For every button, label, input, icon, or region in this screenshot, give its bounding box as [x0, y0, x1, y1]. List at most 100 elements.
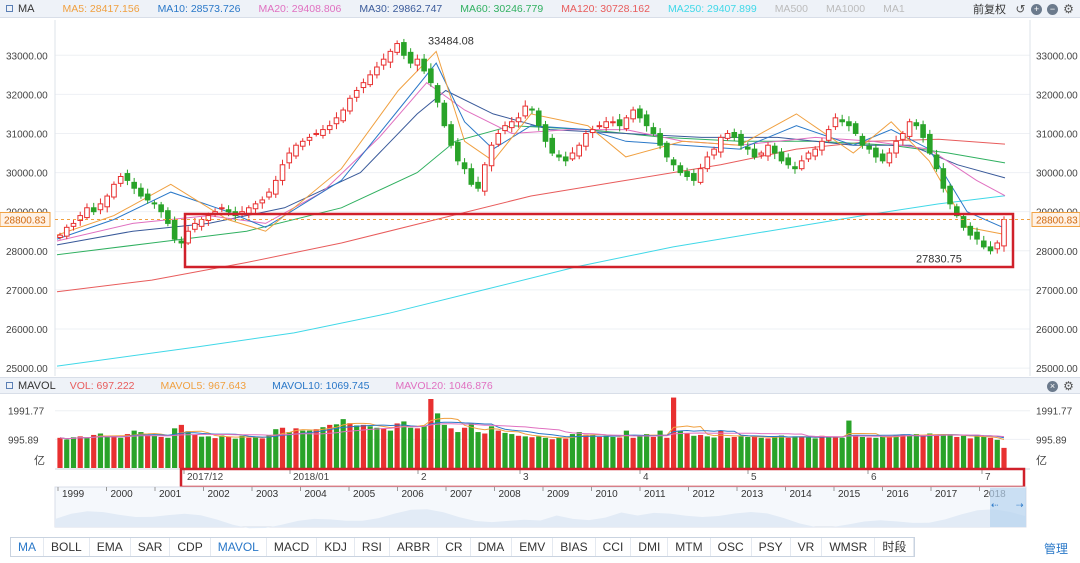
candle-body: [906, 121, 913, 137]
candle-body: [967, 225, 974, 236]
volume-bar: [185, 431, 191, 468]
candle-body: [360, 82, 367, 89]
manage-link[interactable]: 管理: [1043, 542, 1068, 556]
candle-body: [111, 183, 117, 198]
candle-body: [798, 160, 805, 170]
price-indicator-name[interactable]: MA: [18, 2, 35, 15]
volume-bar: [873, 437, 879, 468]
settings-icon[interactable]: ⚙: [1063, 1, 1074, 16]
candle-body: [879, 153, 886, 162]
tab-2[interactable]: EMA: [89, 538, 131, 556]
zoom-out-icon[interactable]: −: [1047, 3, 1058, 15]
candle-body: [704, 156, 711, 170]
tab-13[interactable]: BIAS: [553, 538, 596, 556]
kline-chart[interactable]: 33000.00 33000.00 32000.00 32000.00 31000.00…: [0, 0, 1080, 537]
volume-bar: [569, 434, 576, 468]
adjust-mode-label[interactable]: 前复权: [973, 4, 1006, 16]
volume-bar: [394, 423, 400, 468]
candle-body: [293, 144, 299, 157]
volume-bar: [617, 437, 623, 468]
volume-bar: [286, 432, 292, 468]
candle-body: [158, 204, 164, 213]
candle-body: [192, 222, 198, 230]
volume-bar: [805, 437, 812, 468]
volume-bar: [576, 432, 582, 468]
candle-body: [306, 136, 313, 141]
mavol-legend-value-1: MAVOL5: 967.643: [160, 379, 247, 392]
volume-bar: [138, 432, 144, 468]
year-label: 2013: [741, 489, 764, 500]
tab-4[interactable]: CDP: [170, 538, 211, 556]
ma-legend-value-3: MA30: 29862.747: [359, 2, 443, 15]
tab-1[interactable]: BOLL: [44, 538, 90, 556]
tab-10[interactable]: CR: [438, 538, 471, 556]
y-tick-left: 33000.00: [6, 51, 48, 62]
volume-bar: [839, 437, 845, 468]
undo-icon[interactable]: ↺: [1015, 1, 1026, 16]
y-tick-left: 27000.00: [6, 286, 48, 297]
volume-bar: [327, 424, 333, 468]
candle-body: [771, 145, 778, 154]
volume-bar: [70, 437, 77, 468]
y-tick-left: 31000.00: [6, 129, 48, 140]
ma-line-ma30: [56, 89, 1006, 246]
volume-bar: [785, 437, 791, 468]
volume-bar: [374, 427, 380, 468]
tab-0[interactable]: MA: [11, 538, 44, 556]
tab-5[interactable]: MAVOL: [210, 538, 267, 556]
tab-3[interactable]: SAR: [130, 538, 171, 556]
volume-bar: [650, 436, 656, 468]
volume-indicator-name[interactable]: MAVOL: [18, 379, 56, 392]
tab-15[interactable]: DMI: [631, 538, 669, 556]
candle-body: [569, 152, 576, 160]
tab-6[interactable]: MACD: [266, 538, 318, 556]
year-label: 1999: [62, 489, 85, 500]
ma-legend-value-0: MA5: 28417.156: [62, 2, 140, 15]
tab-14[interactable]: CCI: [595, 538, 632, 556]
candle-body: [677, 165, 684, 174]
tab-8[interactable]: RSI: [354, 538, 390, 556]
candle-body: [225, 209, 232, 213]
tab-16[interactable]: MTM: [668, 538, 711, 556]
volume-bar: [799, 436, 805, 468]
close-icon[interactable]: ×: [1047, 381, 1058, 392]
candle-body: [266, 191, 272, 198]
settings-icon[interactable]: ⚙: [1063, 379, 1074, 393]
candle-body: [610, 121, 616, 124]
tab-17[interactable]: OSC: [710, 538, 752, 556]
volume-bar: [354, 425, 360, 468]
collapse-square-icon[interactable]: [6, 382, 13, 389]
tab-19[interactable]: VR: [790, 538, 823, 556]
volume-bar: [637, 435, 643, 468]
volume-bar: [893, 434, 899, 468]
zoom-in-icon[interactable]: +: [1031, 3, 1042, 15]
tab-9[interactable]: ARBR: [389, 538, 439, 556]
volume-bar: [792, 436, 798, 468]
candle-body: [171, 219, 178, 240]
candle-body: [63, 226, 70, 237]
candle-body: [812, 148, 819, 157]
volume-bar: [367, 426, 373, 468]
tab-20[interactable]: WMSR: [822, 538, 876, 556]
candle-body: [542, 124, 549, 142]
candle-body: [333, 117, 340, 125]
candle-body: [434, 85, 441, 103]
volume-bar: [610, 436, 616, 468]
tab-12[interactable]: EMV: [512, 538, 554, 556]
tab-21[interactable]: 时段: [875, 538, 915, 556]
candle-body: [535, 110, 542, 127]
tab-11[interactable]: DMA: [470, 538, 513, 556]
volume-bar: [192, 434, 198, 468]
candle-body: [684, 171, 690, 177]
collapse-square-icon[interactable]: [6, 5, 13, 12]
tab-7[interactable]: KDJ: [317, 538, 355, 556]
year-label: 2002: [208, 489, 231, 500]
candle-body: [448, 124, 454, 146]
volume-bar: [542, 437, 549, 468]
candle-body: [630, 109, 636, 120]
candle-body: [751, 148, 758, 158]
tab-18[interactable]: PSY: [751, 538, 791, 556]
mavol-line-mavol5: [59, 417, 1005, 440]
candle-body: [596, 125, 603, 128]
ma-line-ma120: [56, 138, 1006, 293]
